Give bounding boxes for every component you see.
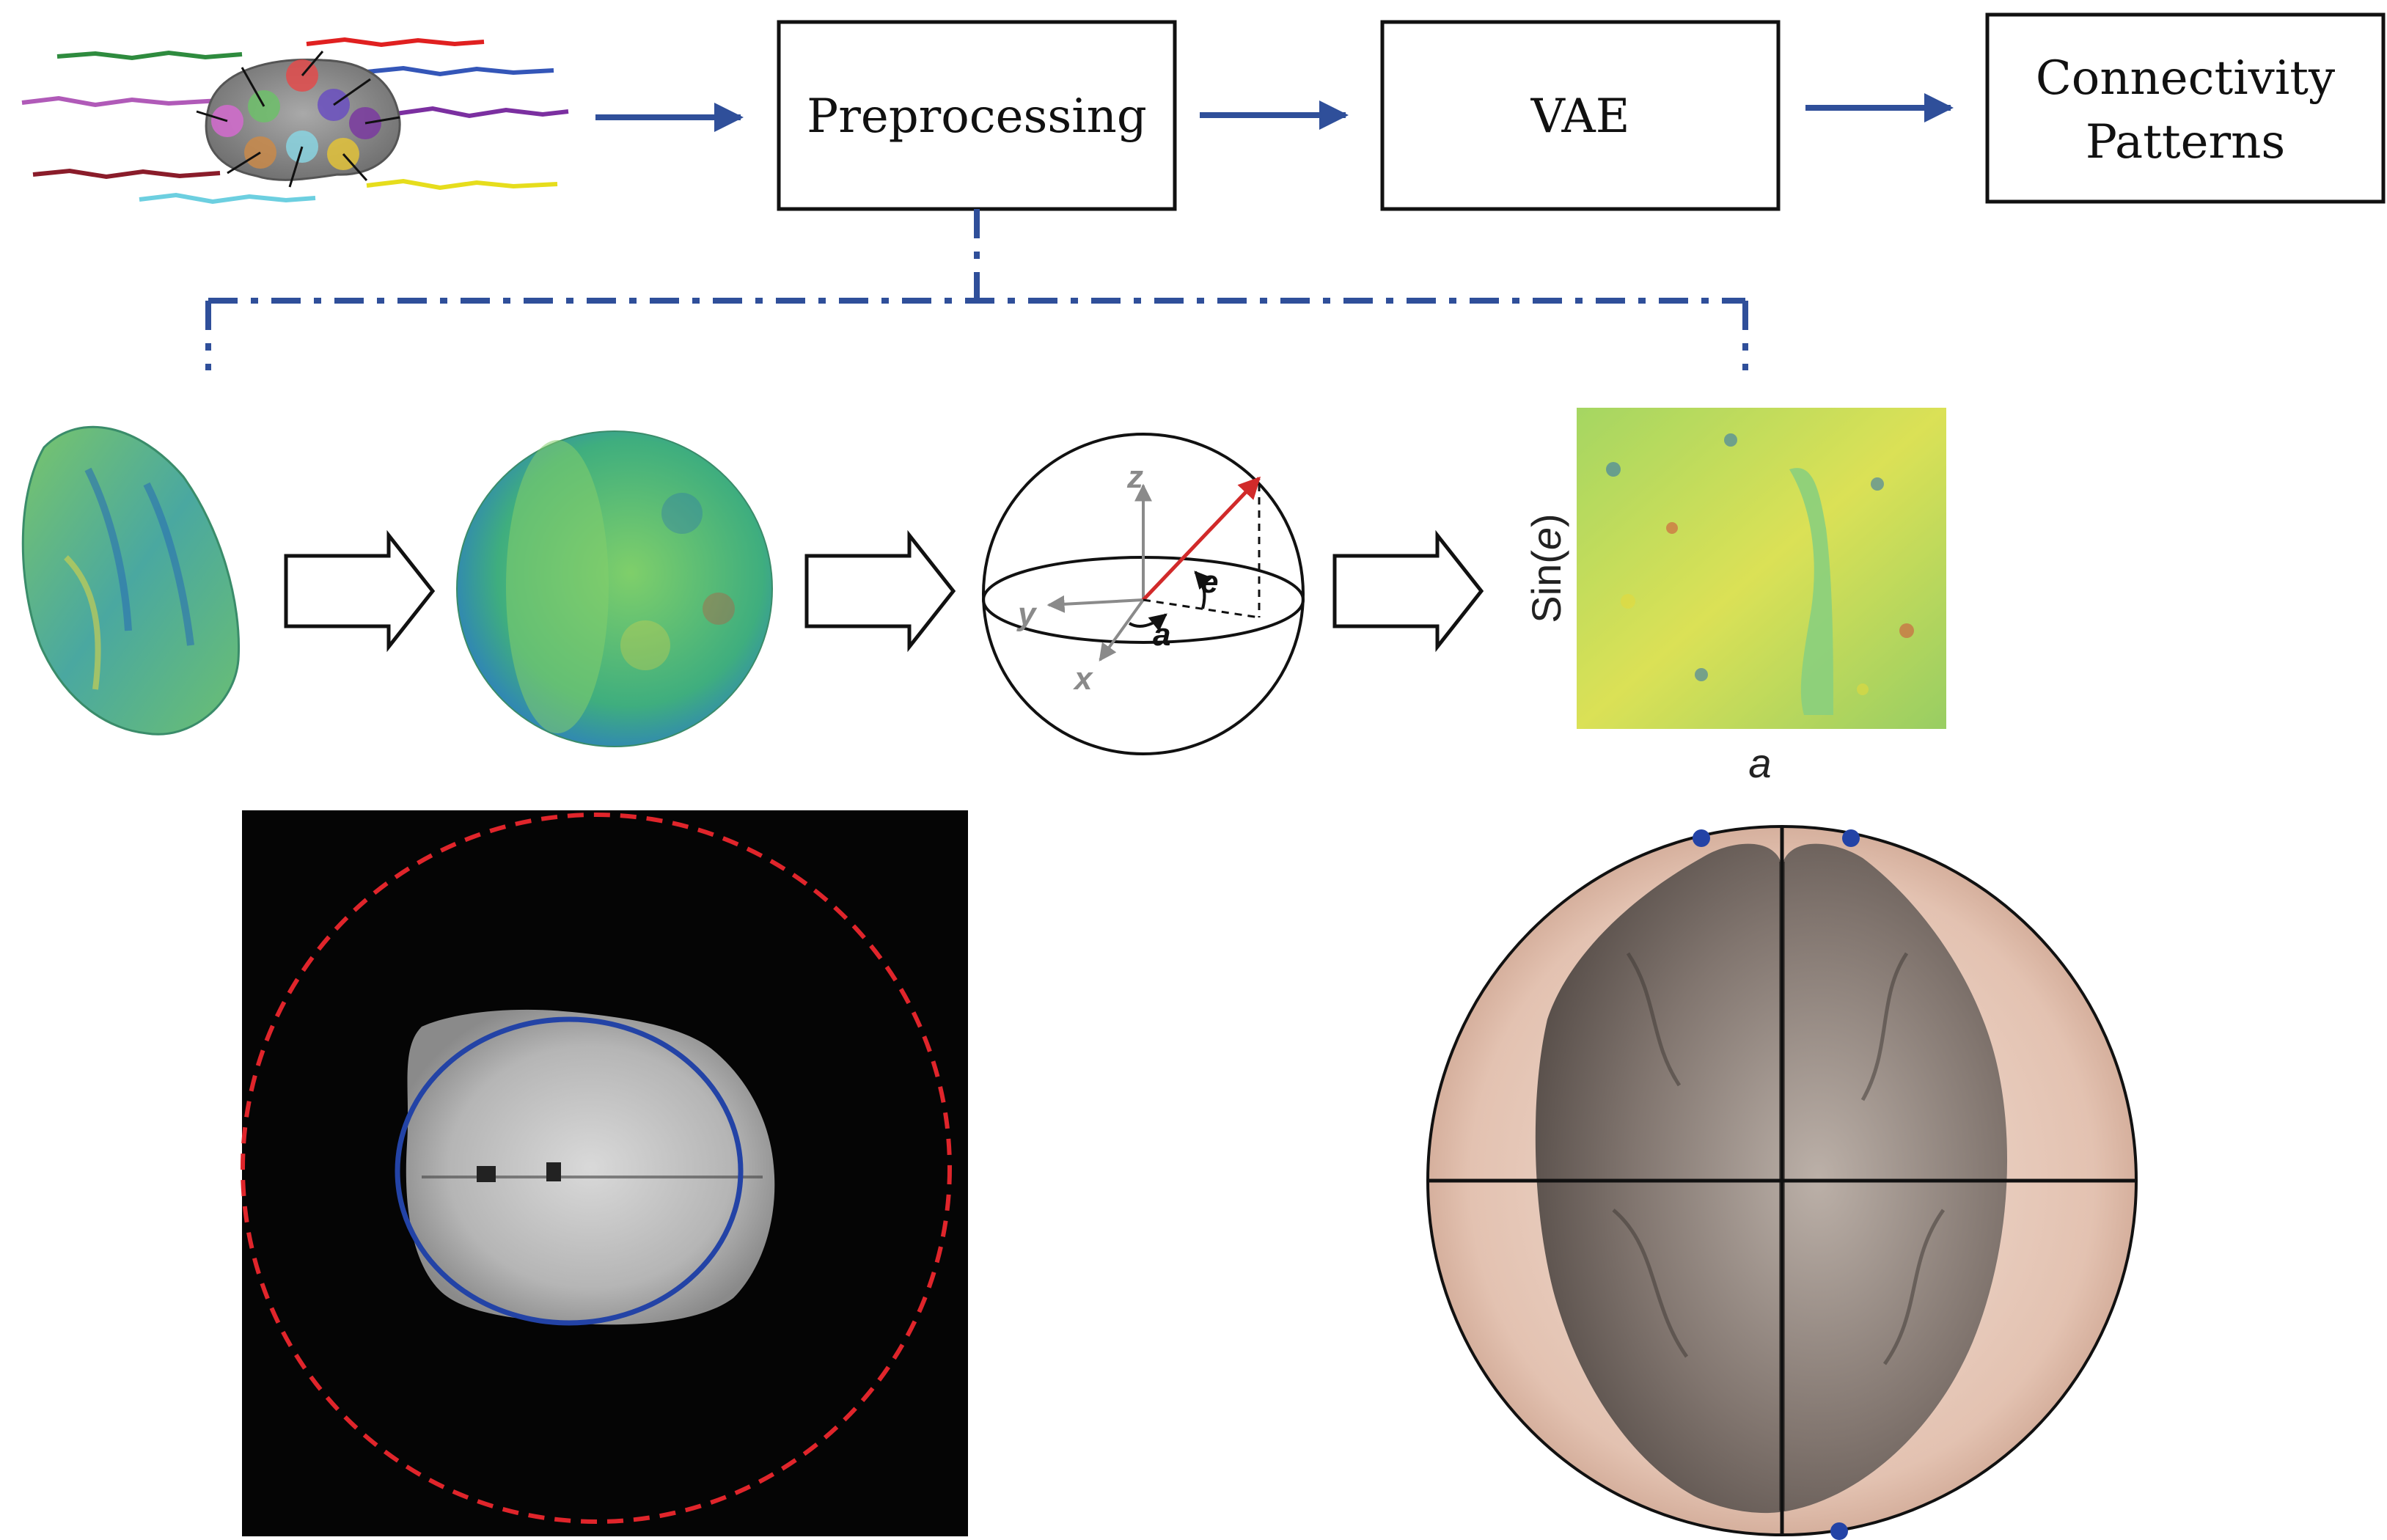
signal-trace-purple [395,106,569,119]
mri-brain-slice [406,1009,775,1325]
blue-fit-ellipse [395,1016,744,1326]
signal-trace-green [56,50,243,61]
hollow-arrow-1 [284,529,436,653]
vae-label: VAE [1530,89,1630,144]
preprocessing-expansion-connector [205,209,1748,370]
inflated-sphere [456,430,773,747]
signal-trace-magenta [21,95,221,108]
signal-trace-darkred [32,168,221,180]
z-axis-label: z [1126,459,1143,495]
elevation-label: e [1200,564,1218,600]
brain-in-sphere-3d [1426,825,2138,1540]
y-axis-label: y [1016,596,1038,632]
connectivity-patterns-box: Connectivity Patterns [1985,12,2386,204]
signal-trace-blue [366,65,554,77]
preprocessing-label: Preprocessing [807,89,1147,144]
signal-trace-red [306,37,485,48]
x-axis [1099,598,1145,661]
radius-vector [1142,476,1261,601]
y-axis [1046,595,1144,613]
landmark-point [1842,829,1860,847]
azimuth-arc [1128,613,1167,631]
signal-trace-yellow [366,178,558,191]
red-dashed-bounding-circle [241,813,952,1524]
azimuth-label: a [1153,617,1170,653]
flat-map-x-label: a [1748,740,1771,786]
connectivity-label-line1: Connectivity [2036,51,2335,106]
elevation-arc [1194,571,1213,609]
vae-box: VAE [1380,20,1781,211]
spherical-coordinate-diagram: z y x e a [982,433,1305,755]
hollow-arrow-3 [1332,529,1484,653]
hollow-arrow-2 [804,529,956,653]
signal-trace-cyan [139,192,316,205]
mri-slice-panel [241,810,968,1536]
preprocessing-box: Preprocessing [777,20,1177,211]
folded-cortex-surface [21,425,241,736]
x-axis-label: x [1073,661,1093,697]
flat-map-y-label: Sin(e) [1523,513,1569,623]
eeg-brain-icon [21,37,569,205]
projection-horizontal [1143,598,1260,619]
flattened-map: Sin(e) a [1523,408,1946,786]
landmark-point [1693,829,1710,847]
connectivity-label-line2: Patterns [2086,115,2285,169]
landmark-point [1830,1522,1848,1540]
